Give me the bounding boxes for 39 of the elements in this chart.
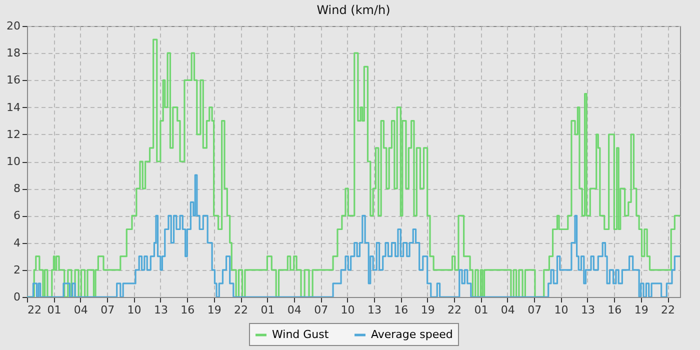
- x-tick-label: 19: [207, 304, 222, 316]
- y-tick-label: 6: [14, 209, 20, 222]
- x-tick-label: 01: [260, 304, 275, 316]
- x-tick-label: 22: [234, 304, 248, 316]
- chart-title: Wind (km/h): [316, 3, 390, 17]
- y-tick-label: 20: [6, 20, 20, 32]
- x-tick-label: 19: [634, 304, 648, 316]
- x-tick-label: 13: [367, 304, 382, 316]
- x-tick-label: 13: [580, 304, 595, 316]
- x-tick-label: 04: [287, 304, 302, 316]
- legend-label: Wind Gust: [272, 328, 330, 341]
- x-tick-label: 16: [394, 304, 408, 316]
- x-tick-label: 16: [180, 304, 195, 316]
- y-tick-label: 4: [14, 236, 20, 250]
- x-tick-label: 22: [661, 304, 676, 316]
- x-tick-label: 10: [127, 304, 142, 316]
- x-tick-label: 13: [154, 304, 168, 316]
- x-tick-label: 10: [340, 304, 355, 316]
- x-tick-label: 22: [28, 304, 42, 316]
- y-tick-label: 10: [6, 155, 20, 168]
- x-tick-label: 22: [448, 304, 462, 316]
- legend-label: Average speed: [371, 328, 453, 341]
- y-tick-label: 16: [6, 74, 20, 87]
- y-tick-label: 18: [6, 46, 20, 60]
- x-tick-label: 01: [47, 304, 62, 316]
- x-tick-label: 01: [474, 304, 488, 316]
- x-tick-label: 07: [528, 304, 542, 316]
- x-tick-label: 10: [554, 304, 568, 316]
- x-tick-label: 07: [314, 304, 328, 316]
- x-tick-label: 16: [608, 304, 622, 316]
- x-tick-label: 04: [74, 304, 88, 316]
- x-tick-label: 19: [420, 304, 435, 316]
- y-tick-label: 14: [6, 100, 20, 114]
- y-tick-label: 8: [14, 182, 20, 196]
- x-tick-label: 04: [500, 304, 515, 316]
- y-tick-label: 2: [14, 263, 20, 276]
- y-tick-label: 0: [14, 290, 20, 304]
- y-tick-label: 12: [6, 128, 20, 141]
- x-tick-label: 07: [100, 304, 115, 316]
